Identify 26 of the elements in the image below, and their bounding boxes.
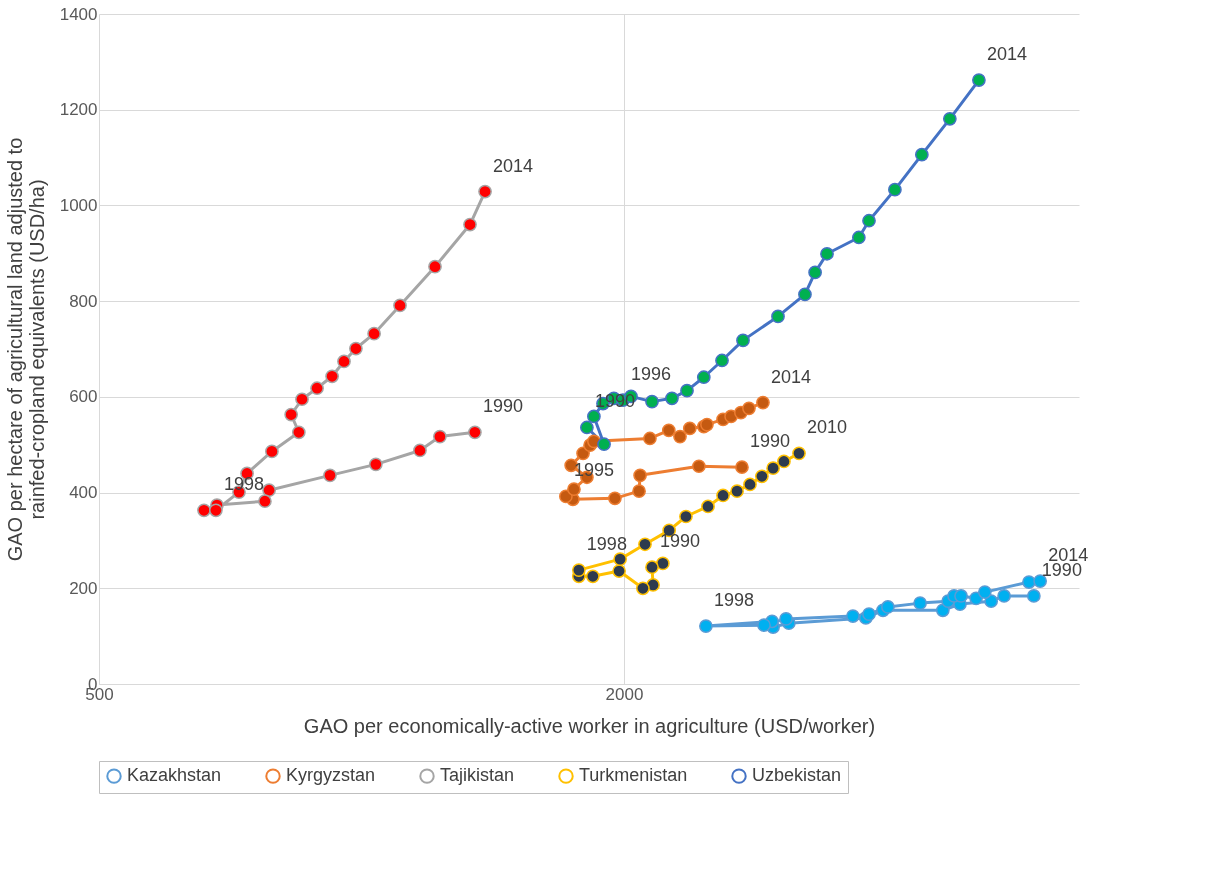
x-axis-title: GAO per economically-active worker in agriculture (USD/worker) <box>303 714 876 737</box>
legend-label: Kazakhstan <box>127 765 222 786</box>
legend-label: Kyrgyzstan <box>286 765 376 786</box>
y-tick-label: 800 <box>69 291 98 311</box>
y-tick-label: 1000 <box>59 195 98 215</box>
y-tick-label: 600 <box>69 387 98 407</box>
legend-label: Tajikistan <box>440 765 515 786</box>
annotation: 2010 <box>807 417 848 438</box>
annotation: 2014 <box>493 155 534 176</box>
legend-label: Turkmenistan <box>579 765 688 786</box>
annotation: 1998 <box>586 534 627 555</box>
annotation: 2014 <box>770 366 811 387</box>
annotation: 1998 <box>223 474 264 495</box>
y-tick-label: 1200 <box>59 100 98 120</box>
y-tick-label: 1400 <box>59 4 98 24</box>
annotation: 2014 <box>986 44 1027 65</box>
annotation: 1996 <box>630 364 671 385</box>
annotation: 1990 <box>660 531 701 552</box>
y-axis-title: GAO per hectare of agricultural land adjusted to rainfed-cropland equivalents (USD/ha) <box>3 137 48 562</box>
legend-label: Uzbekistan <box>752 765 842 786</box>
annotation: 1998 <box>713 590 754 611</box>
annotation: 1990 <box>749 431 790 452</box>
annotation: 1990 <box>482 396 523 417</box>
y-tick-label: 400 <box>69 483 98 503</box>
y-tick-label: 200 <box>69 578 98 598</box>
x-tick-label: 2000 <box>605 684 644 704</box>
